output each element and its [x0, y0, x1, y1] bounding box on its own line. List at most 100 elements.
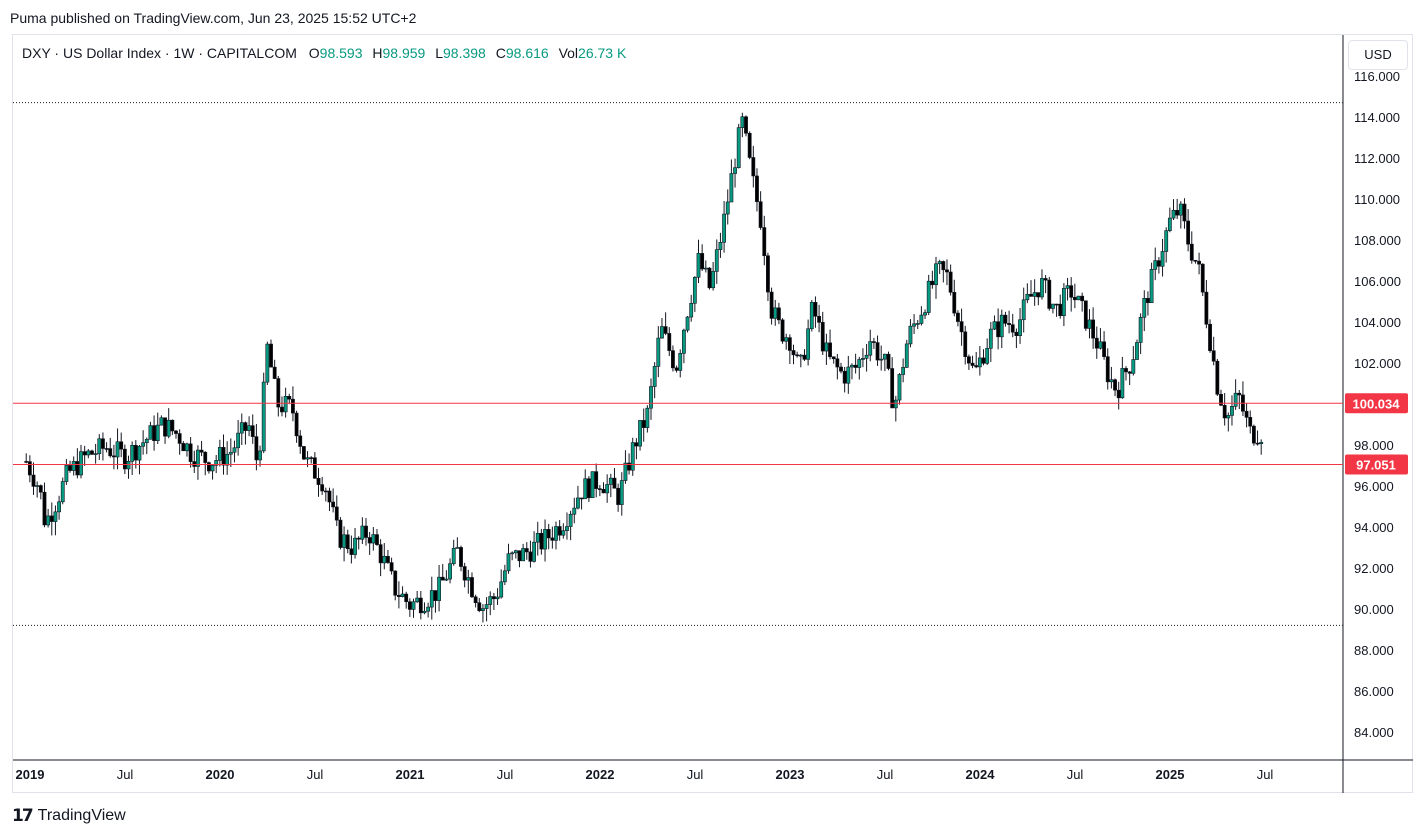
candle — [152, 425, 156, 441]
candle — [660, 326, 664, 339]
candle — [857, 359, 862, 368]
candle — [912, 323, 916, 327]
candle — [64, 465, 69, 482]
candle — [506, 553, 511, 572]
candle — [583, 478, 588, 500]
candle — [1255, 442, 1260, 445]
candle — [524, 548, 529, 553]
candle — [1065, 285, 1070, 289]
tradingview-logo[interactable]: 17 TradingView — [12, 805, 126, 827]
candle — [411, 601, 416, 610]
candle — [762, 227, 767, 257]
candle — [1124, 368, 1128, 373]
y-tick-label: 104.000 — [1354, 315, 1401, 330]
candle — [919, 314, 924, 324]
candle — [338, 519, 343, 548]
candle — [937, 261, 942, 265]
candle — [784, 337, 789, 342]
y-tick-label: 88.000 — [1354, 643, 1394, 658]
candle — [576, 497, 580, 509]
candle — [422, 610, 427, 614]
candle — [155, 424, 160, 441]
candle — [473, 596, 478, 604]
candle — [1032, 292, 1037, 297]
candle — [1131, 359, 1136, 374]
candle — [882, 353, 887, 360]
candle — [1116, 389, 1121, 399]
candle — [714, 249, 719, 272]
x-tick-label: Jul — [117, 767, 134, 782]
candle — [839, 366, 843, 372]
candle — [831, 356, 836, 360]
candle — [437, 576, 441, 601]
candle — [740, 116, 745, 128]
open-label: O — [308, 45, 320, 61]
candle — [491, 596, 496, 600]
candle — [601, 488, 606, 494]
candle — [177, 433, 182, 444]
candle — [349, 548, 354, 555]
candle — [696, 253, 701, 278]
candle — [546, 529, 551, 539]
candle — [1251, 425, 1256, 444]
candle — [1138, 316, 1143, 343]
candle — [331, 501, 336, 508]
candle — [787, 337, 792, 351]
candle — [203, 451, 208, 463]
candle — [1080, 295, 1085, 302]
price-label: 100.034 — [1353, 396, 1401, 411]
candle — [1047, 279, 1052, 309]
candle — [999, 314, 1004, 338]
candle — [236, 432, 241, 449]
candle — [108, 448, 113, 457]
candle — [521, 548, 526, 562]
candle — [217, 447, 222, 461]
publish-text: Puma published on TradingView.com, Jun 2… — [10, 10, 417, 26]
candle — [375, 534, 379, 545]
candle — [1197, 260, 1201, 265]
price-label-box — [1345, 393, 1408, 414]
candle — [49, 515, 54, 522]
candle — [886, 353, 891, 369]
candle — [1051, 303, 1055, 309]
candle — [97, 438, 102, 454]
candle — [477, 602, 482, 611]
candle — [353, 537, 357, 555]
candle — [1072, 297, 1077, 301]
candle — [24, 461, 29, 463]
candle — [111, 455, 116, 458]
candle — [1007, 323, 1011, 325]
candle — [283, 395, 288, 413]
close-value: 98.616 — [505, 45, 549, 61]
candle — [327, 490, 332, 503]
candle — [462, 566, 467, 581]
candle — [356, 537, 361, 540]
candle — [674, 367, 679, 371]
candle — [565, 526, 569, 532]
y-tick-label: 102.000 — [1354, 356, 1401, 371]
candle — [1061, 288, 1066, 316]
candle — [667, 333, 672, 351]
candle — [802, 354, 807, 360]
candle — [345, 534, 350, 550]
candle — [126, 460, 131, 470]
candle — [130, 444, 135, 462]
candle — [1069, 285, 1074, 298]
candle — [908, 325, 913, 345]
candle — [196, 449, 200, 467]
candle — [1135, 342, 1139, 360]
currency-button[interactable]: USD — [1348, 40, 1408, 70]
candle — [722, 213, 726, 243]
candle — [758, 201, 763, 228]
x-tick-label: 2023 — [776, 767, 805, 782]
candle — [1076, 295, 1081, 301]
candle — [711, 271, 716, 289]
candle — [1233, 392, 1238, 407]
candle — [1146, 297, 1150, 304]
candle — [923, 312, 927, 316]
candle — [1182, 203, 1187, 222]
candle — [389, 562, 394, 572]
candle — [1230, 406, 1234, 416]
candle — [466, 577, 471, 581]
